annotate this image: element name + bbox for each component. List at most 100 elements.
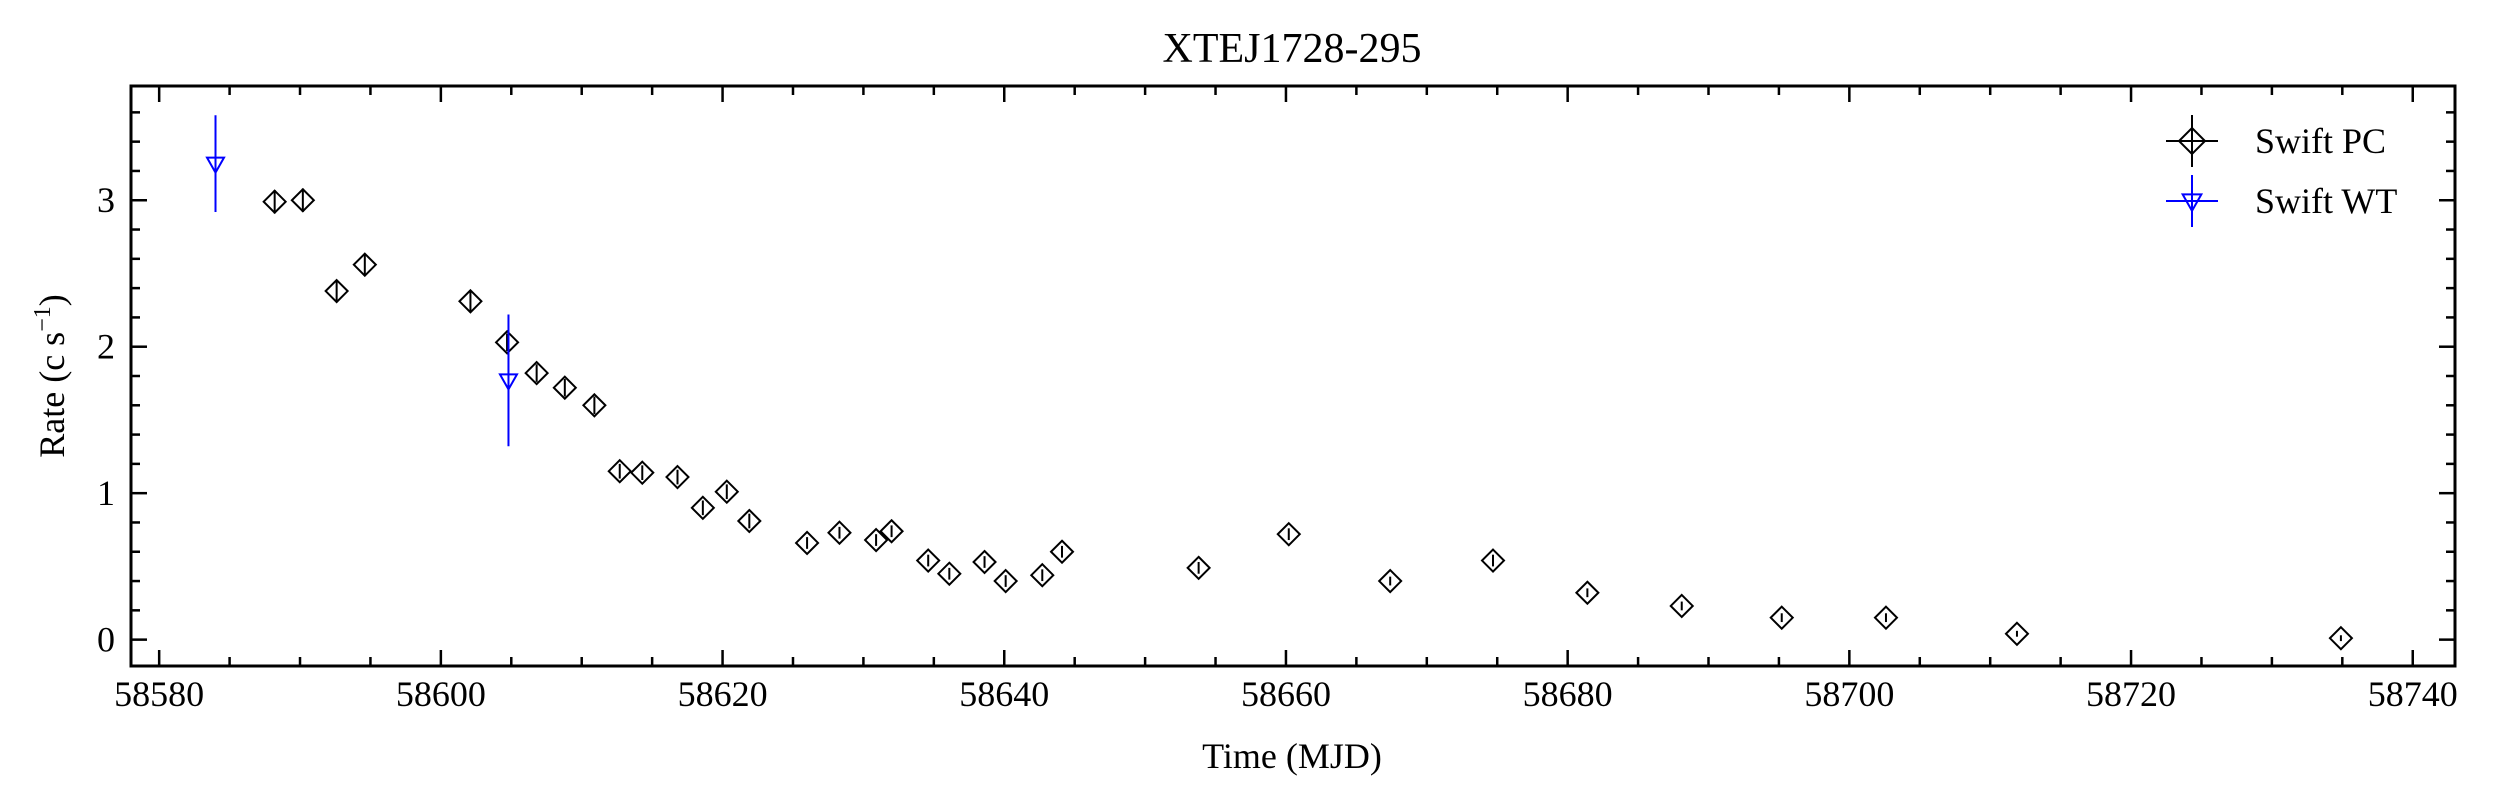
diamond-marker: [863, 527, 889, 553]
diamond-marker: [1669, 593, 1695, 619]
y-axis-label-superscript: −1: [30, 306, 56, 332]
data-point: [915, 548, 941, 573]
data-point: [262, 189, 288, 215]
x-tick-label: 58700: [1804, 674, 1894, 714]
data-point: [581, 392, 607, 418]
data-point: [498, 314, 519, 447]
diamond-marker: [1377, 568, 1403, 594]
data-point: [794, 530, 820, 556]
diamond-marker: [581, 392, 607, 418]
diamond-marker: [1186, 555, 1212, 581]
diamond-marker: [324, 278, 350, 304]
x-axis: 58580 58600 58620 58640 58660 58680 58700 58720…: [114, 86, 2458, 714]
diamond-marker: [262, 189, 288, 215]
diamond-marker: [993, 568, 1019, 594]
data-point: [458, 288, 483, 314]
data-point: [1574, 580, 1600, 606]
diamond-marker: [1873, 605, 1899, 631]
diamond-marker: [2004, 621, 2030, 647]
diamond-marker: [1480, 548, 1506, 573]
diamond-marker: [915, 548, 941, 573]
data-point: [1769, 605, 1795, 631]
data-point: [665, 464, 690, 490]
y-tick-label: 0: [97, 620, 115, 660]
data-point: [494, 329, 520, 355]
data-point: [1873, 605, 1899, 631]
diamond-marker: [714, 479, 740, 505]
data-point: [863, 527, 889, 553]
diamond-marker: [458, 288, 483, 314]
data-point: [1276, 521, 1302, 547]
triangle-marker: [205, 156, 226, 175]
y-tick-label: 1: [97, 473, 115, 513]
data-point: [290, 187, 316, 213]
legend-entry-swift-pc: Swift PC: [2166, 115, 2386, 167]
data-point: [827, 520, 852, 546]
plot-area-frame: [129, 84, 2457, 668]
x-tick-label: 58620: [678, 674, 768, 714]
diamond-marker: [524, 360, 550, 386]
x-tick-label: 58580: [114, 674, 204, 714]
x-tick-label: 58680: [1523, 674, 1613, 714]
legend-diamond-marker: [2177, 126, 2207, 156]
triangle-marker: [498, 373, 519, 392]
y-tick-label: 2: [97, 327, 115, 367]
y-axis-label-prefix: Rate (c s: [32, 332, 72, 458]
diamond-marker: [972, 549, 997, 575]
data-point: [2004, 621, 2030, 647]
data-point: [524, 360, 550, 386]
diamond-marker: [290, 187, 316, 213]
legend-label: Swift PC: [2255, 121, 2386, 161]
diamond-marker: [736, 508, 762, 534]
data-point: [1377, 568, 1403, 594]
legend: Swift PC Swift WT: [2166, 115, 2397, 227]
diamond-marker: [1574, 580, 1600, 606]
diamond-marker: [690, 495, 716, 521]
x-tick-label: 58720: [2086, 674, 2176, 714]
x-tick-label: 58640: [959, 674, 1049, 714]
y-axis: 0 1 2 3: [97, 111, 2455, 660]
legend-entry-swift-wt: Swift WT: [2166, 175, 2397, 227]
chart-title: XTEJ1728-295: [1163, 26, 1422, 72]
data-point: [1049, 539, 1075, 565]
data-point: [972, 549, 997, 575]
series-swift-pc: [262, 187, 2354, 651]
data-point: [1480, 548, 1506, 573]
x-tick-label: 58740: [2368, 674, 2458, 714]
data-point: [2328, 625, 2354, 651]
data-point: [607, 458, 633, 484]
data-point: [714, 479, 740, 505]
diamond-marker: [494, 329, 520, 355]
series-swift-wt: [205, 115, 519, 447]
data-point: [936, 561, 962, 587]
diamond-marker: [552, 375, 578, 401]
data-point: [690, 495, 716, 521]
diamond-marker: [879, 518, 904, 544]
x-axis-label: Time (MJD): [1202, 736, 1382, 776]
y-axis-label-suffix: ): [32, 294, 72, 306]
diamond-marker: [827, 520, 852, 546]
x-tick-label: 58600: [396, 674, 486, 714]
data-point: [629, 460, 655, 486]
diamond-marker: [794, 530, 820, 556]
data-point: [324, 278, 350, 304]
diamond-marker: [665, 464, 690, 490]
data-point: [736, 508, 762, 534]
diamond-marker: [1276, 521, 1302, 547]
data-point: [993, 568, 1019, 594]
data-point: [1669, 593, 1695, 619]
diamond-marker: [2328, 625, 2354, 651]
diamond-marker: [936, 561, 962, 587]
data-point: [552, 375, 578, 401]
legend-triangle-marker: [2180, 193, 2204, 213]
diamond-marker: [1769, 605, 1795, 631]
data-point: [352, 252, 378, 278]
diamond-marker: [1029, 562, 1055, 588]
diamond-marker: [629, 460, 655, 486]
data-point: [1186, 555, 1212, 581]
diamond-marker: [352, 252, 378, 278]
x-tick-label: 58660: [1241, 674, 1331, 714]
data-point: [205, 115, 226, 212]
legend-label: Swift WT: [2255, 181, 2397, 221]
